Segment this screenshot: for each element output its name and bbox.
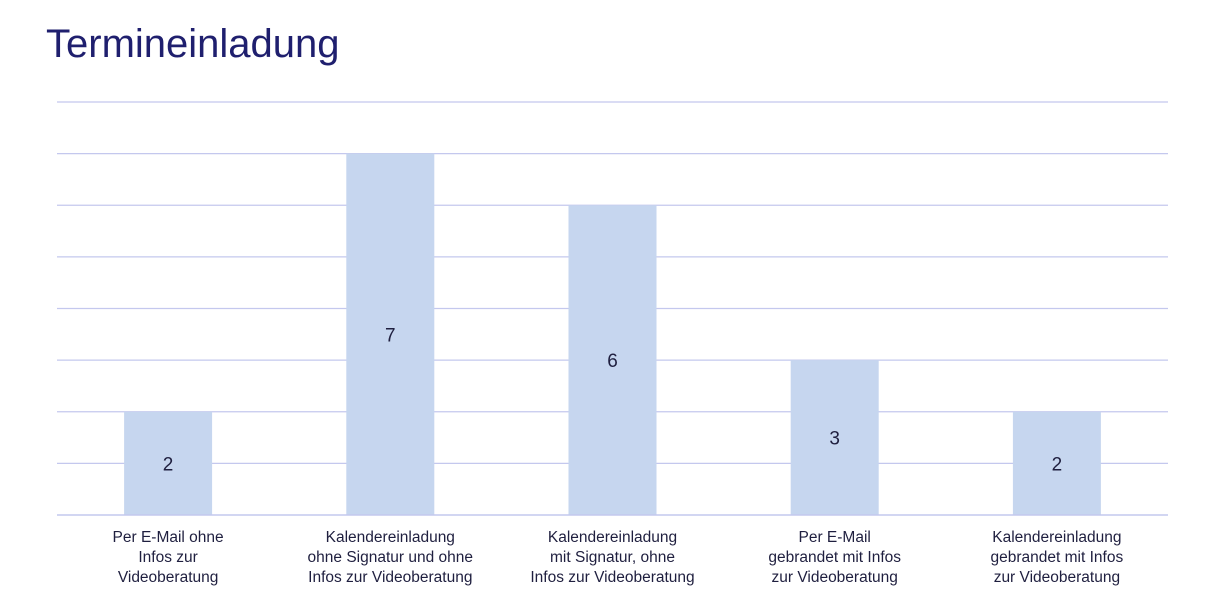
bar-2 <box>346 153 435 515</box>
data-label-1: 2 <box>163 454 174 475</box>
chart-title: Termineinladung <box>46 22 340 66</box>
data-label-4: 3 <box>829 429 840 450</box>
bar-1 <box>124 411 213 515</box>
bar-5 <box>1012 411 1101 515</box>
bar-3 <box>568 205 657 515</box>
bars <box>124 153 1101 515</box>
bar-4 <box>790 360 879 515</box>
category-label-5: Kalendereinladung gebrandet mit Infos zu… <box>990 529 1124 586</box>
data-label-3: 6 <box>607 351 618 372</box>
data-labels: 2 7 6 3 2 <box>163 325 1062 475</box>
category-label-4: Per E-Mail gebrandet mit Infos zur Video… <box>768 529 902 586</box>
data-label-5: 2 <box>1052 454 1063 475</box>
category-label-2: Kalendereinladung ohne Signatur und ohne… <box>307 529 474 586</box>
data-label-2: 7 <box>385 325 396 346</box>
category-label-1: Per E-Mail ohne Infos zur Videoberatung <box>112 529 224 586</box>
category-label-3: Kalendereinladung mit Signatur, ohne Inf… <box>530 529 695 586</box>
